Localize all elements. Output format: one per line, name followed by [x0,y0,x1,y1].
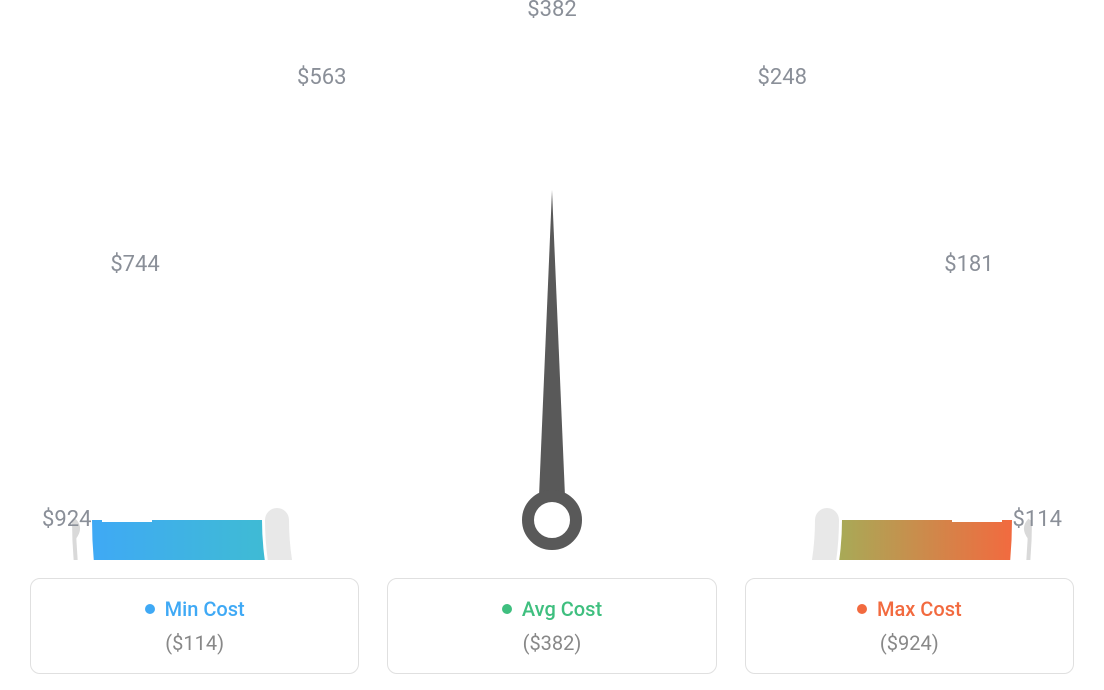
legend-value: ($382) [408,631,695,655]
legend-label-avg: Avg Cost [502,597,602,621]
legend-label-max: Max Cost [857,597,962,621]
legend-text: Max Cost [877,597,962,621]
tick-label: $181 [944,252,993,277]
tick-label: $114 [1013,507,1062,532]
tick-label: $382 [527,0,576,22]
legend-row: Min Cost ($114) Avg Cost ($382) Max Cost… [0,578,1104,674]
legend-text: Min Cost [165,597,245,621]
tick-label: $744 [110,252,159,277]
tick-label: $248 [758,65,807,90]
legend-value: ($114) [51,631,338,655]
legend-card-avg: Avg Cost ($382) [387,578,716,674]
tick-label: $924 [42,507,91,532]
legend-card-min: Min Cost ($114) [30,578,359,674]
tick-label: $563 [297,65,346,90]
dot-icon [145,604,155,614]
legend-label-min: Min Cost [145,597,245,621]
dot-icon [857,604,867,614]
cost-gauge: $114 $181 $248 $382 $563 $744 $924 [0,0,1104,560]
legend-value: ($924) [766,631,1053,655]
gauge-svg: $114 $181 $248 $382 $563 $744 $924 [0,0,1104,560]
legend-text: Avg Cost [522,597,602,621]
legend-card-max: Max Cost ($924) [745,578,1074,674]
dot-icon [502,604,512,614]
